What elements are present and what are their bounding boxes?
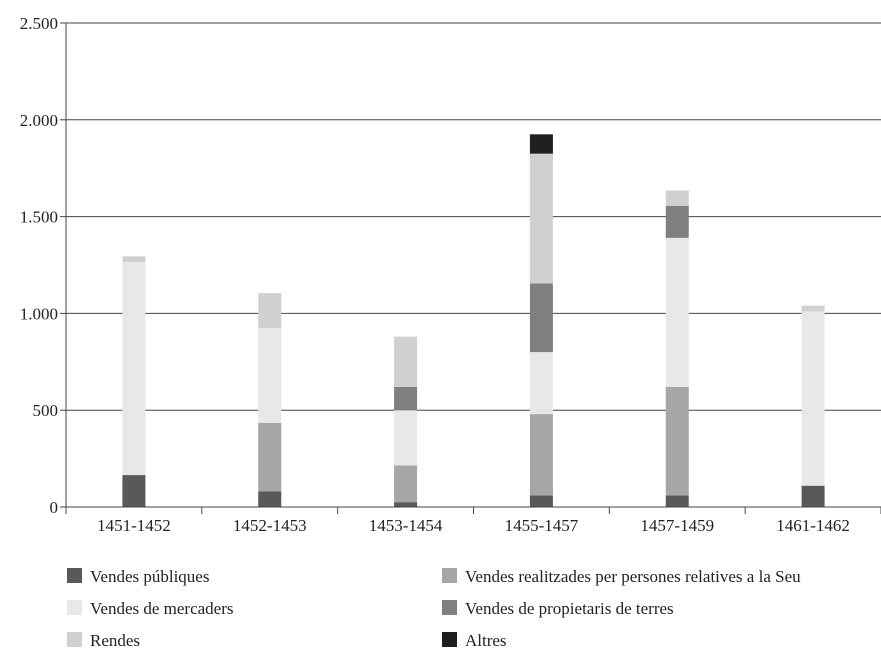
bar-segment-0-4	[122, 256, 146, 263]
x-tick-label-2: 1453-1454	[369, 516, 443, 535]
bar-segment-4-3	[665, 205, 689, 238]
legend-swatch-4	[67, 632, 82, 647]
x-tick-label-0: 1451-1452	[97, 516, 171, 535]
x-tick-label-1: 1452-1453	[233, 516, 307, 535]
bar-segment-3-1	[529, 414, 553, 496]
legend-swatch-5	[442, 632, 457, 647]
x-tick-label-5: 1461-1462	[776, 516, 850, 535]
y-tick-label-1: 500	[33, 401, 59, 420]
legend: Vendes públiques Vendes realitzades per p…	[67, 567, 801, 650]
bar-segment-3-5	[529, 134, 553, 154]
bar-segment-3-4	[529, 153, 553, 284]
legend-swatch-2	[67, 600, 82, 615]
bar-segment-2-1	[394, 465, 418, 503]
bar-segment-4-4	[665, 190, 689, 206]
legend-label-2: Vendes de mercaders	[90, 599, 234, 618]
axes: 0 500 1.000 1.500 2.000 2.500 1451-1452 1452-14…	[20, 14, 881, 535]
legend-label-4: Rendes	[90, 631, 140, 650]
bar-segment-1-0	[258, 491, 282, 507]
legend-label-0: Vendes públiques	[90, 567, 209, 586]
legend-swatch-1	[442, 568, 457, 583]
bar-segment-2-3	[394, 386, 418, 411]
bar-segment-5-0	[801, 485, 825, 507]
x-tick-label-3: 1455-1457	[505, 516, 579, 535]
legend-label-5: Altres	[465, 631, 507, 650]
bar-segment-5-4	[801, 305, 825, 312]
y-tick-label-5: 2.500	[20, 14, 58, 33]
bars	[122, 134, 825, 507]
bar-segment-2-2	[394, 410, 418, 466]
bar-segment-1-1	[258, 422, 282, 492]
legend-swatch-0	[67, 568, 82, 583]
x-tick-label-4: 1457-1459	[640, 516, 714, 535]
bar-segment-0-2	[122, 262, 146, 476]
legend-swatch-3	[442, 600, 457, 615]
bar-segment-2-0	[394, 502, 418, 507]
bar-segment-4-0	[665, 495, 689, 507]
bar-segment-3-0	[529, 495, 553, 507]
y-tick-label-4: 2.000	[20, 111, 58, 130]
y-tick-label-3: 1.500	[20, 208, 58, 227]
bar-segment-1-4	[258, 293, 282, 328]
bar-segment-2-4	[394, 336, 418, 387]
bar-segment-5-2	[801, 311, 825, 486]
bar-segment-4-1	[665, 386, 689, 496]
legend-label-3: Vendes de propietaris de terres	[465, 599, 674, 618]
bar-segment-1-2	[258, 327, 282, 423]
gridlines	[66, 22, 881, 411]
bar-segment-3-2	[529, 352, 553, 415]
bar-segment-4-2	[665, 237, 689, 387]
bar-segment-3-3	[529, 283, 553, 353]
bar-segment-0-0	[122, 475, 146, 507]
y-tick-label-0: 0	[50, 498, 59, 517]
legend-label-1: Vendes realitzades per persones relative…	[465, 567, 801, 586]
y-tick-label-2: 1.000	[20, 304, 58, 323]
